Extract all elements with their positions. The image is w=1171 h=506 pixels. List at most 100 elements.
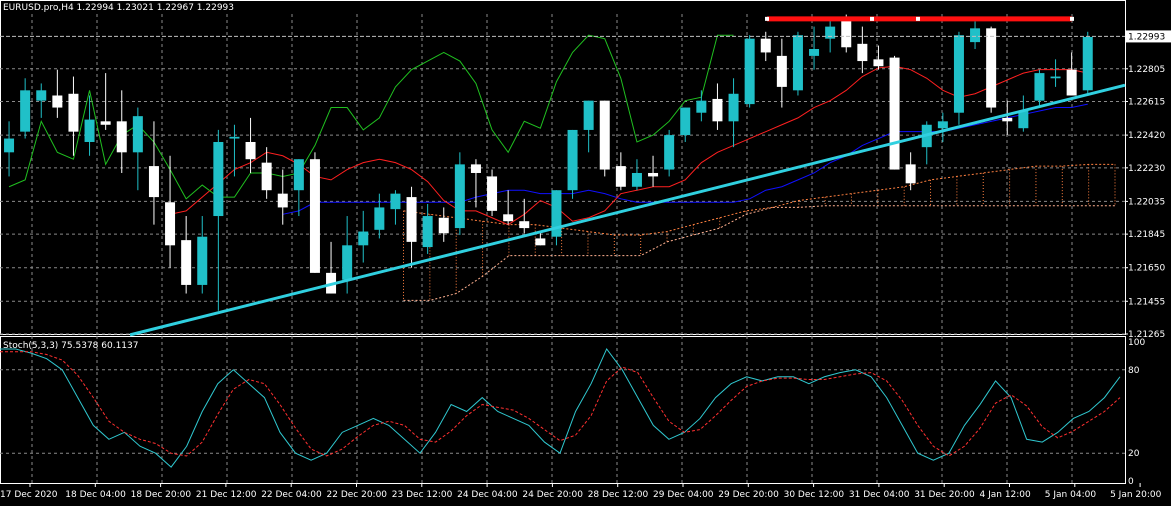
candle-body [197, 236, 208, 285]
stoch-signal-line [0, 351, 1121, 457]
price-tick-label: 1.22035 [1128, 197, 1165, 207]
time-tick-label: 29 Dec 04:00 [653, 490, 714, 500]
candle-body [132, 116, 143, 153]
candle-body [1018, 110, 1029, 129]
candle-body [1066, 69, 1077, 96]
candlesticks[interactable] [4, 14, 1093, 311]
candle-body [277, 193, 288, 208]
price-axis: 1.22805 1.22615 1.22420 1.22230 1.22035 1.218… [1125, 30, 1171, 487]
candle-body [889, 57, 900, 170]
time-tick-label: 21 Dec 12:00 [196, 490, 257, 500]
trend-line [129, 83, 1126, 337]
stoch-tick-label: 100 [1128, 338, 1145, 348]
price-tick-label: 1.22230 [1128, 164, 1165, 174]
time-tick-label: 31 Dec 04:00 [849, 490, 910, 500]
chart-grid [0, 0, 1126, 484]
stoch-frame [0, 336, 1126, 484]
candle-body [970, 28, 981, 43]
candle-body [986, 28, 997, 108]
price-tick-label: 1.21845 [1128, 230, 1165, 240]
candle-body [841, 18, 852, 48]
price-tick-label: 1.22420 [1128, 131, 1165, 141]
senkou-span-a [403, 163, 1115, 236]
candle-body [664, 135, 675, 170]
time-tick-label: 4 Jan 12:00 [980, 490, 1032, 500]
candle-body [648, 172, 659, 177]
resistance-handle [870, 16, 874, 21]
price-tick-label: 1.22615 [1128, 98, 1165, 108]
time-tick-label: 18 Dec 04:00 [65, 490, 126, 500]
candle-body [1034, 73, 1045, 101]
candle-body [181, 240, 192, 285]
candle-body [374, 207, 385, 230]
time-tick-label: 5 Jan 04:00 [1045, 490, 1097, 500]
candle-body [631, 172, 642, 187]
candle-body [470, 164, 481, 173]
candle-body [744, 38, 755, 105]
price-tick-label: 1.21265 [1128, 330, 1165, 340]
time-tick-label: 29 Dec 20:00 [718, 490, 779, 500]
time-axis: 17 Dec 2020 18 Dec 04:00 18 Dec 20:00 21 De… [0, 483, 1162, 500]
candle-body [825, 26, 836, 39]
chikou-span-line [8, 34, 734, 200]
resistance-handle [916, 16, 920, 21]
time-tick-label: 24 Dec 04:00 [457, 490, 518, 500]
candle-body [776, 55, 787, 87]
candle-body [36, 90, 47, 101]
candle-body [712, 98, 723, 122]
candle-body [438, 217, 449, 234]
candle-body [535, 238, 546, 246]
candle-body [905, 164, 916, 184]
candle-body [100, 121, 111, 125]
candle-body [261, 162, 272, 191]
candle-body [1002, 117, 1013, 122]
candle-body [342, 245, 353, 280]
symbol-info: EURUSD.pro,H4 1.22994 1.23021 1.22967 1.… [3, 3, 234, 13]
time-tick-label: 17 Dec 2020 [0, 490, 58, 500]
candle-body [857, 43, 868, 62]
time-tick-label: 31 Dec 20:00 [914, 490, 975, 500]
resistance-handle [765, 16, 769, 21]
candle-body [599, 100, 610, 170]
time-tick-label: 24 Dec 20:00 [522, 490, 583, 500]
price-tick-label: 1.21455 [1128, 297, 1165, 307]
candle-body [953, 35, 964, 113]
candle-body [503, 214, 514, 222]
candle-body [583, 100, 594, 130]
time-tick-label: 30 Dec 12:00 [784, 490, 845, 500]
stoch-tick-label: 80 [1128, 366, 1140, 376]
candle-body [390, 193, 401, 210]
stochastic-panel [0, 347, 1121, 468]
candle-body [487, 176, 498, 211]
time-tick-label: 28 Dec 12:00 [588, 490, 649, 500]
resistance-handle [1070, 16, 1074, 21]
candle-body [937, 121, 948, 129]
time-tick-label: 22 Dec 04:00 [261, 490, 322, 500]
current-price-label: 1.22993 [1128, 32, 1165, 42]
tenkan-sen-line [169, 65, 1088, 226]
time-tick-label: 23 Dec 12:00 [392, 490, 453, 500]
candle-body [20, 90, 31, 132]
candle-body [1082, 36, 1093, 91]
candle-body [519, 221, 530, 229]
drawn-objects[interactable] [0, 16, 1126, 337]
stoch-main-line [0, 347, 1121, 468]
ichimoku-cloud [403, 163, 1116, 301]
stoch-tick-label: 20 [1128, 449, 1140, 459]
candle-body [680, 107, 691, 136]
current-price-box [1126, 30, 1171, 43]
candle-body [309, 159, 320, 273]
candle-body [84, 119, 95, 142]
candle-body [696, 100, 707, 113]
candle-body [4, 138, 15, 153]
senkou-span-b [403, 205, 1115, 301]
candle-body [873, 59, 884, 67]
candle-body [165, 202, 176, 246]
candle-body [809, 48, 820, 56]
candle-body [293, 159, 304, 191]
candle-body [68, 93, 79, 132]
candle-body [728, 93, 739, 122]
stoch-tick-label: 0 [1128, 477, 1134, 487]
time-tick-label: 18 Dec 20:00 [131, 490, 192, 500]
